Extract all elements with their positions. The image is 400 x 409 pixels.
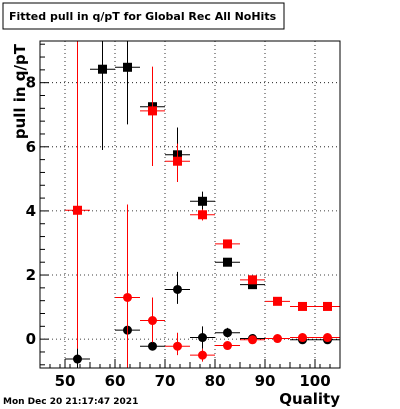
data-point [190,326,215,349]
data-point [215,239,240,249]
data-points [65,41,340,368]
tick-labels: 50 60 70 80 90 100 0 2 4 6 8 [26,74,331,390]
data-point [290,333,315,343]
square-marker [173,156,182,166]
square-marker [73,205,82,215]
data-point [115,204,140,368]
square-marker [323,301,332,311]
square-marker [248,275,257,285]
circle-marker [298,333,307,343]
data-point [190,348,215,362]
data-point [165,271,190,304]
chart-title: Fitted pull in q/pT for Global Rec All N… [9,10,277,23]
square-marker [248,280,257,290]
circle-marker [173,341,182,351]
square-marker [198,210,207,220]
data-point [215,327,240,338]
data-point [190,209,215,221]
data-point [240,335,265,345]
data-point [240,275,265,285]
plot-frame [39,40,341,369]
x-tick-label-60: 60 [105,372,126,390]
data-point [65,348,90,368]
data-point [265,296,290,306]
series-1-square-red [65,41,340,368]
y-axis-label: pull in q/pT [11,43,29,139]
data-point [215,341,240,351]
circle-marker [323,333,332,343]
data-point [265,334,290,344]
data-point [90,41,115,150]
circle-marker [73,354,82,364]
circle-marker [223,341,232,351]
y-tick-label-8: 8 [26,74,36,92]
square-marker [298,301,307,311]
circle-marker [123,292,132,302]
y-tick-label-4: 4 [26,202,36,220]
circle-marker [148,316,157,326]
data-point [165,332,190,356]
circle-marker [198,350,207,360]
circle-marker [273,334,282,344]
data-point [190,191,215,211]
square-marker [123,62,132,72]
data-point [290,301,315,311]
circle-marker [173,284,182,294]
data-point [65,41,90,368]
grid-lines [40,41,340,368]
data-point [140,297,165,343]
circle-marker [248,335,257,345]
y-tick-label-0: 0 [26,330,36,348]
y-tick-label-6: 6 [26,138,36,156]
x-tick-label-90: 90 [255,372,276,390]
circle-marker [148,341,157,351]
square-marker [223,239,232,249]
timestamp-label: Mon Dec 20 21:17:47 2021 [3,397,138,407]
data-point [315,301,340,311]
square-marker [223,257,232,267]
square-marker [148,106,157,116]
circle-marker [198,333,207,343]
data-point [315,333,340,343]
title-box: Fitted pull in q/pT for Global Rec All N… [2,2,285,30]
data-point [165,143,190,183]
x-axis-label: Quality [279,390,340,408]
x-tick-label-80: 80 [205,372,226,390]
axis-ticks [39,43,341,368]
data-point [140,341,165,351]
x-tick-label-100: 100 [299,372,330,390]
data-point [115,41,140,125]
y-tick-label-2: 2 [26,266,36,284]
square-marker [273,296,282,306]
series-3-circle-red [115,204,340,368]
circle-marker [223,328,232,338]
x-tick-label-70: 70 [155,372,176,390]
square-marker [98,64,107,74]
data-point [215,257,240,267]
square-marker [198,196,207,206]
data-point [140,66,165,167]
x-tick-label-50: 50 [55,372,76,390]
